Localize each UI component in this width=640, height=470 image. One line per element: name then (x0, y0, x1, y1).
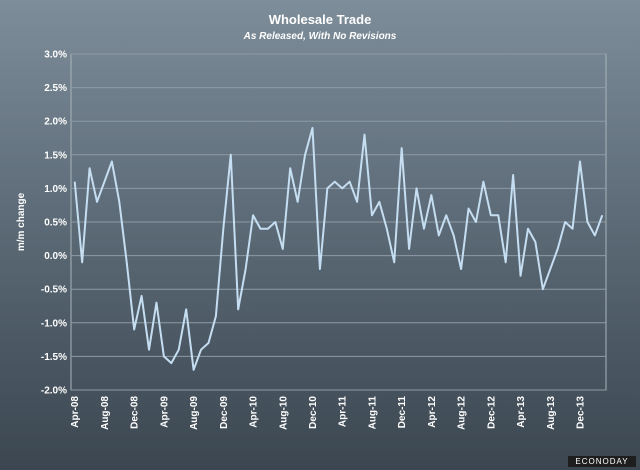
x-tick-label: Aug-11 (367, 396, 378, 430)
y-tick-label: 0.5% (44, 218, 67, 229)
y-tick-label: 1.5% (44, 150, 67, 161)
x-tick-label: Apr-08 (70, 396, 81, 428)
x-tick-label: Apr-10 (249, 396, 260, 428)
x-tick-label: Dec-10 (308, 396, 319, 429)
series-line (73, 126, 604, 371)
x-tick-label: Aug-13 (546, 396, 557, 430)
x-tick-label: Aug-10 (278, 396, 289, 430)
y-axis-label: m/m change (16, 192, 27, 251)
x-tick-label: Aug-08 (100, 396, 111, 430)
y-tick-label: 1.0% (44, 184, 67, 195)
x-tick-label: Apr-11 (338, 396, 349, 428)
y-tick-label: 2.5% (44, 83, 67, 94)
x-tick-label: Apr-09 (159, 396, 170, 428)
y-tick-label: -1.0% (41, 318, 67, 329)
x-tick-label: Aug-09 (189, 396, 200, 430)
x-tick-label: Dec-13 (575, 396, 586, 429)
x-tick-label: Dec-11 (397, 396, 408, 429)
x-tick-label: Apr-13 (516, 396, 527, 428)
x-axis-ticks: Apr-08 Aug-08 Dec-08 Apr-09 Aug-09 Dec-09 Apr-… (70, 396, 586, 430)
chart-subtitle: As Released, With No Revisions (243, 31, 397, 42)
grid-lines (70, 53, 607, 391)
x-tick-label: Apr-12 (427, 396, 438, 428)
y-tick-label: -0.5% (41, 285, 67, 296)
y-tick-label: 2.0% (44, 117, 67, 128)
x-tick-label: Dec-08 (130, 396, 141, 429)
y-tick-label: 0.0% (44, 251, 67, 262)
y-tick-label: 3.0% (44, 50, 67, 61)
y-tick-label: -1.5% (41, 352, 67, 363)
series-layer (73, 126, 604, 371)
y-axis-ticks: 3.0% 2.5% 2.0% 1.5% 1.0% 0.5% 0.0% -0.5% -1.0% -1… (41, 50, 67, 397)
econoday-logo: ECONODAY (568, 456, 636, 467)
y-tick-label: -2.0% (41, 386, 67, 397)
x-tick-label: Dec-09 (219, 396, 230, 429)
x-tick-label: Aug-12 (457, 396, 468, 430)
x-tick-label: Dec-12 (486, 396, 497, 429)
chart-title: Wholesale Trade (268, 12, 372, 27)
